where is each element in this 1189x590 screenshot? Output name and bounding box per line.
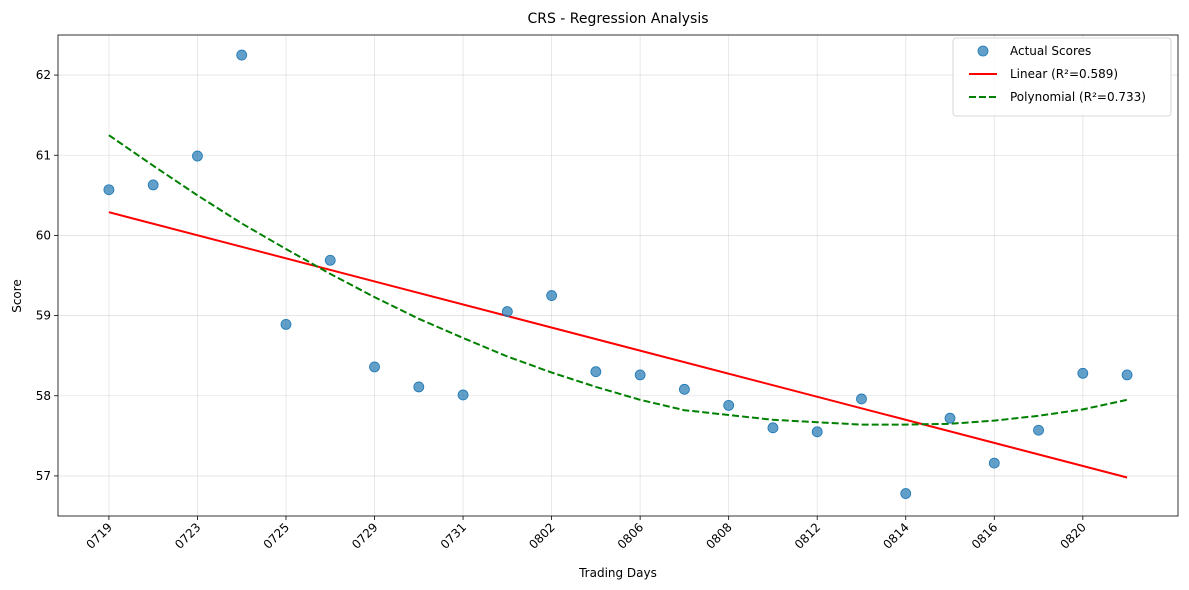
- legend-box: [952, 37, 1172, 117]
- scatter-point: [103, 184, 115, 196]
- y-tick-label: 61: [36, 148, 51, 162]
- legend-entry-label: Actual Scores: [1010, 44, 1091, 58]
- legend-marker-scatter: [977, 45, 989, 57]
- y-tick-label: 57: [36, 469, 51, 483]
- scatter-point: [1077, 367, 1089, 379]
- scatter-point: [988, 457, 1000, 469]
- scatter-point: [634, 369, 646, 381]
- legend-entry-label: Polynomial (R²=0.733): [1010, 90, 1146, 104]
- scatter-point: [546, 290, 557, 301]
- scatter-point: [944, 412, 956, 424]
- scatter-point: [811, 426, 823, 438]
- scatter-point: [900, 488, 912, 499]
- scatter-point: [236, 49, 248, 61]
- y-axis: 57 58 59 60 61 62: [36, 68, 58, 483]
- scatter-point: [324, 254, 336, 266]
- scatter-point: [147, 179, 159, 191]
- y-axis-label: Score: [10, 279, 24, 313]
- chart-title: CRS - Regression Analysis: [527, 11, 708, 27]
- linear-fit-line: [108, 211, 1128, 479]
- scatter-point: [501, 306, 513, 317]
- plot-area: [103, 49, 1133, 499]
- scatter-point: [413, 381, 425, 393]
- y-tick-label: 59: [36, 309, 51, 323]
- scatter-point: [679, 383, 690, 395]
- scatter-point: [457, 389, 469, 401]
- scatter-point: [1121, 369, 1133, 381]
- y-tick-label: 58: [36, 389, 51, 403]
- y-tick-label: 60: [36, 228, 51, 242]
- scatter-point: [369, 361, 380, 373]
- scatter-point: [767, 422, 779, 434]
- plot-frame: [57, 34, 1179, 517]
- scatter-point: [590, 366, 602, 378]
- scatter-point: [723, 399, 735, 411]
- polynomial-fit-line: [108, 134, 1128, 426]
- scatter-point: [1033, 424, 1044, 436]
- scatter-point: [192, 150, 203, 162]
- scatter-point: [856, 393, 867, 405]
- x-axis-label: Trading Days: [578, 566, 657, 580]
- legend-entry-label: Linear (R²=0.589): [1010, 67, 1118, 81]
- legend: Actual Scores Linear (R²=0.589) Polynomial…: [952, 37, 1172, 117]
- scatter-point: [280, 319, 292, 330]
- grid-lines: [58, 35, 1178, 516]
- y-tick-label: 62: [36, 68, 51, 82]
